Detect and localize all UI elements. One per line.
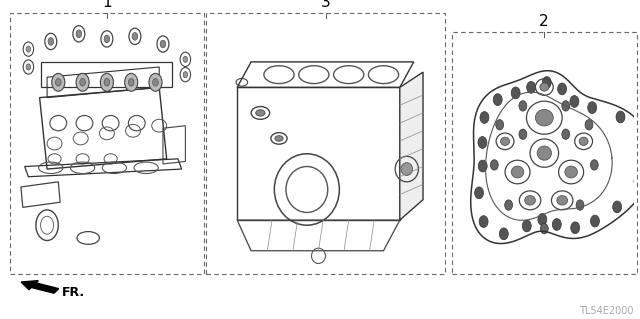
Circle shape [125, 73, 138, 91]
Text: 3: 3 [321, 0, 331, 10]
Ellipse shape [536, 109, 553, 126]
Circle shape [160, 40, 166, 48]
Circle shape [522, 220, 531, 232]
Circle shape [129, 78, 134, 86]
Ellipse shape [256, 110, 265, 116]
Circle shape [132, 33, 138, 40]
Circle shape [401, 163, 413, 175]
Circle shape [634, 175, 640, 187]
Circle shape [480, 112, 489, 123]
Circle shape [590, 160, 598, 170]
Circle shape [571, 222, 580, 234]
Circle shape [475, 187, 484, 199]
Circle shape [493, 94, 502, 106]
Circle shape [540, 224, 548, 234]
Circle shape [478, 137, 487, 148]
Circle shape [616, 111, 625, 123]
Text: 2: 2 [539, 14, 549, 29]
Ellipse shape [500, 137, 509, 145]
Circle shape [538, 213, 547, 225]
Bar [452, 32, 637, 274]
Circle shape [562, 101, 570, 111]
Ellipse shape [511, 166, 524, 178]
Circle shape [612, 201, 621, 213]
Circle shape [104, 78, 109, 86]
Circle shape [591, 215, 600, 227]
Circle shape [490, 160, 499, 170]
Ellipse shape [540, 83, 548, 91]
Circle shape [104, 35, 109, 43]
Circle shape [499, 228, 508, 240]
Ellipse shape [525, 196, 536, 205]
Circle shape [80, 78, 85, 86]
Circle shape [26, 64, 31, 70]
Bar [206, 13, 445, 274]
Ellipse shape [275, 136, 283, 141]
Ellipse shape [557, 196, 568, 205]
Circle shape [519, 101, 527, 111]
Circle shape [588, 102, 596, 114]
Circle shape [576, 200, 584, 210]
Circle shape [557, 83, 566, 95]
Text: FR.: FR. [62, 286, 85, 299]
FancyArrow shape [21, 281, 59, 293]
Text: 1: 1 [102, 0, 112, 10]
Circle shape [511, 87, 520, 99]
Ellipse shape [537, 146, 552, 160]
Circle shape [542, 77, 551, 88]
Circle shape [479, 216, 488, 227]
Circle shape [76, 30, 82, 38]
Circle shape [76, 73, 89, 91]
Circle shape [552, 219, 561, 230]
Circle shape [496, 120, 504, 130]
Circle shape [527, 81, 536, 93]
Circle shape [183, 71, 188, 78]
Circle shape [505, 200, 513, 210]
Circle shape [519, 129, 527, 139]
Circle shape [585, 120, 593, 130]
Circle shape [26, 46, 31, 52]
Ellipse shape [579, 137, 588, 145]
Circle shape [52, 73, 65, 91]
Circle shape [56, 78, 61, 86]
Circle shape [48, 38, 54, 45]
Circle shape [637, 139, 640, 151]
Circle shape [100, 73, 113, 91]
Bar [10, 13, 204, 274]
Circle shape [570, 95, 579, 107]
Circle shape [149, 73, 162, 91]
Circle shape [183, 56, 188, 63]
Polygon shape [400, 72, 423, 220]
Text: TL54E2000: TL54E2000 [579, 306, 634, 316]
Circle shape [562, 129, 570, 139]
Circle shape [478, 160, 487, 172]
Ellipse shape [565, 166, 577, 178]
Circle shape [153, 78, 158, 86]
